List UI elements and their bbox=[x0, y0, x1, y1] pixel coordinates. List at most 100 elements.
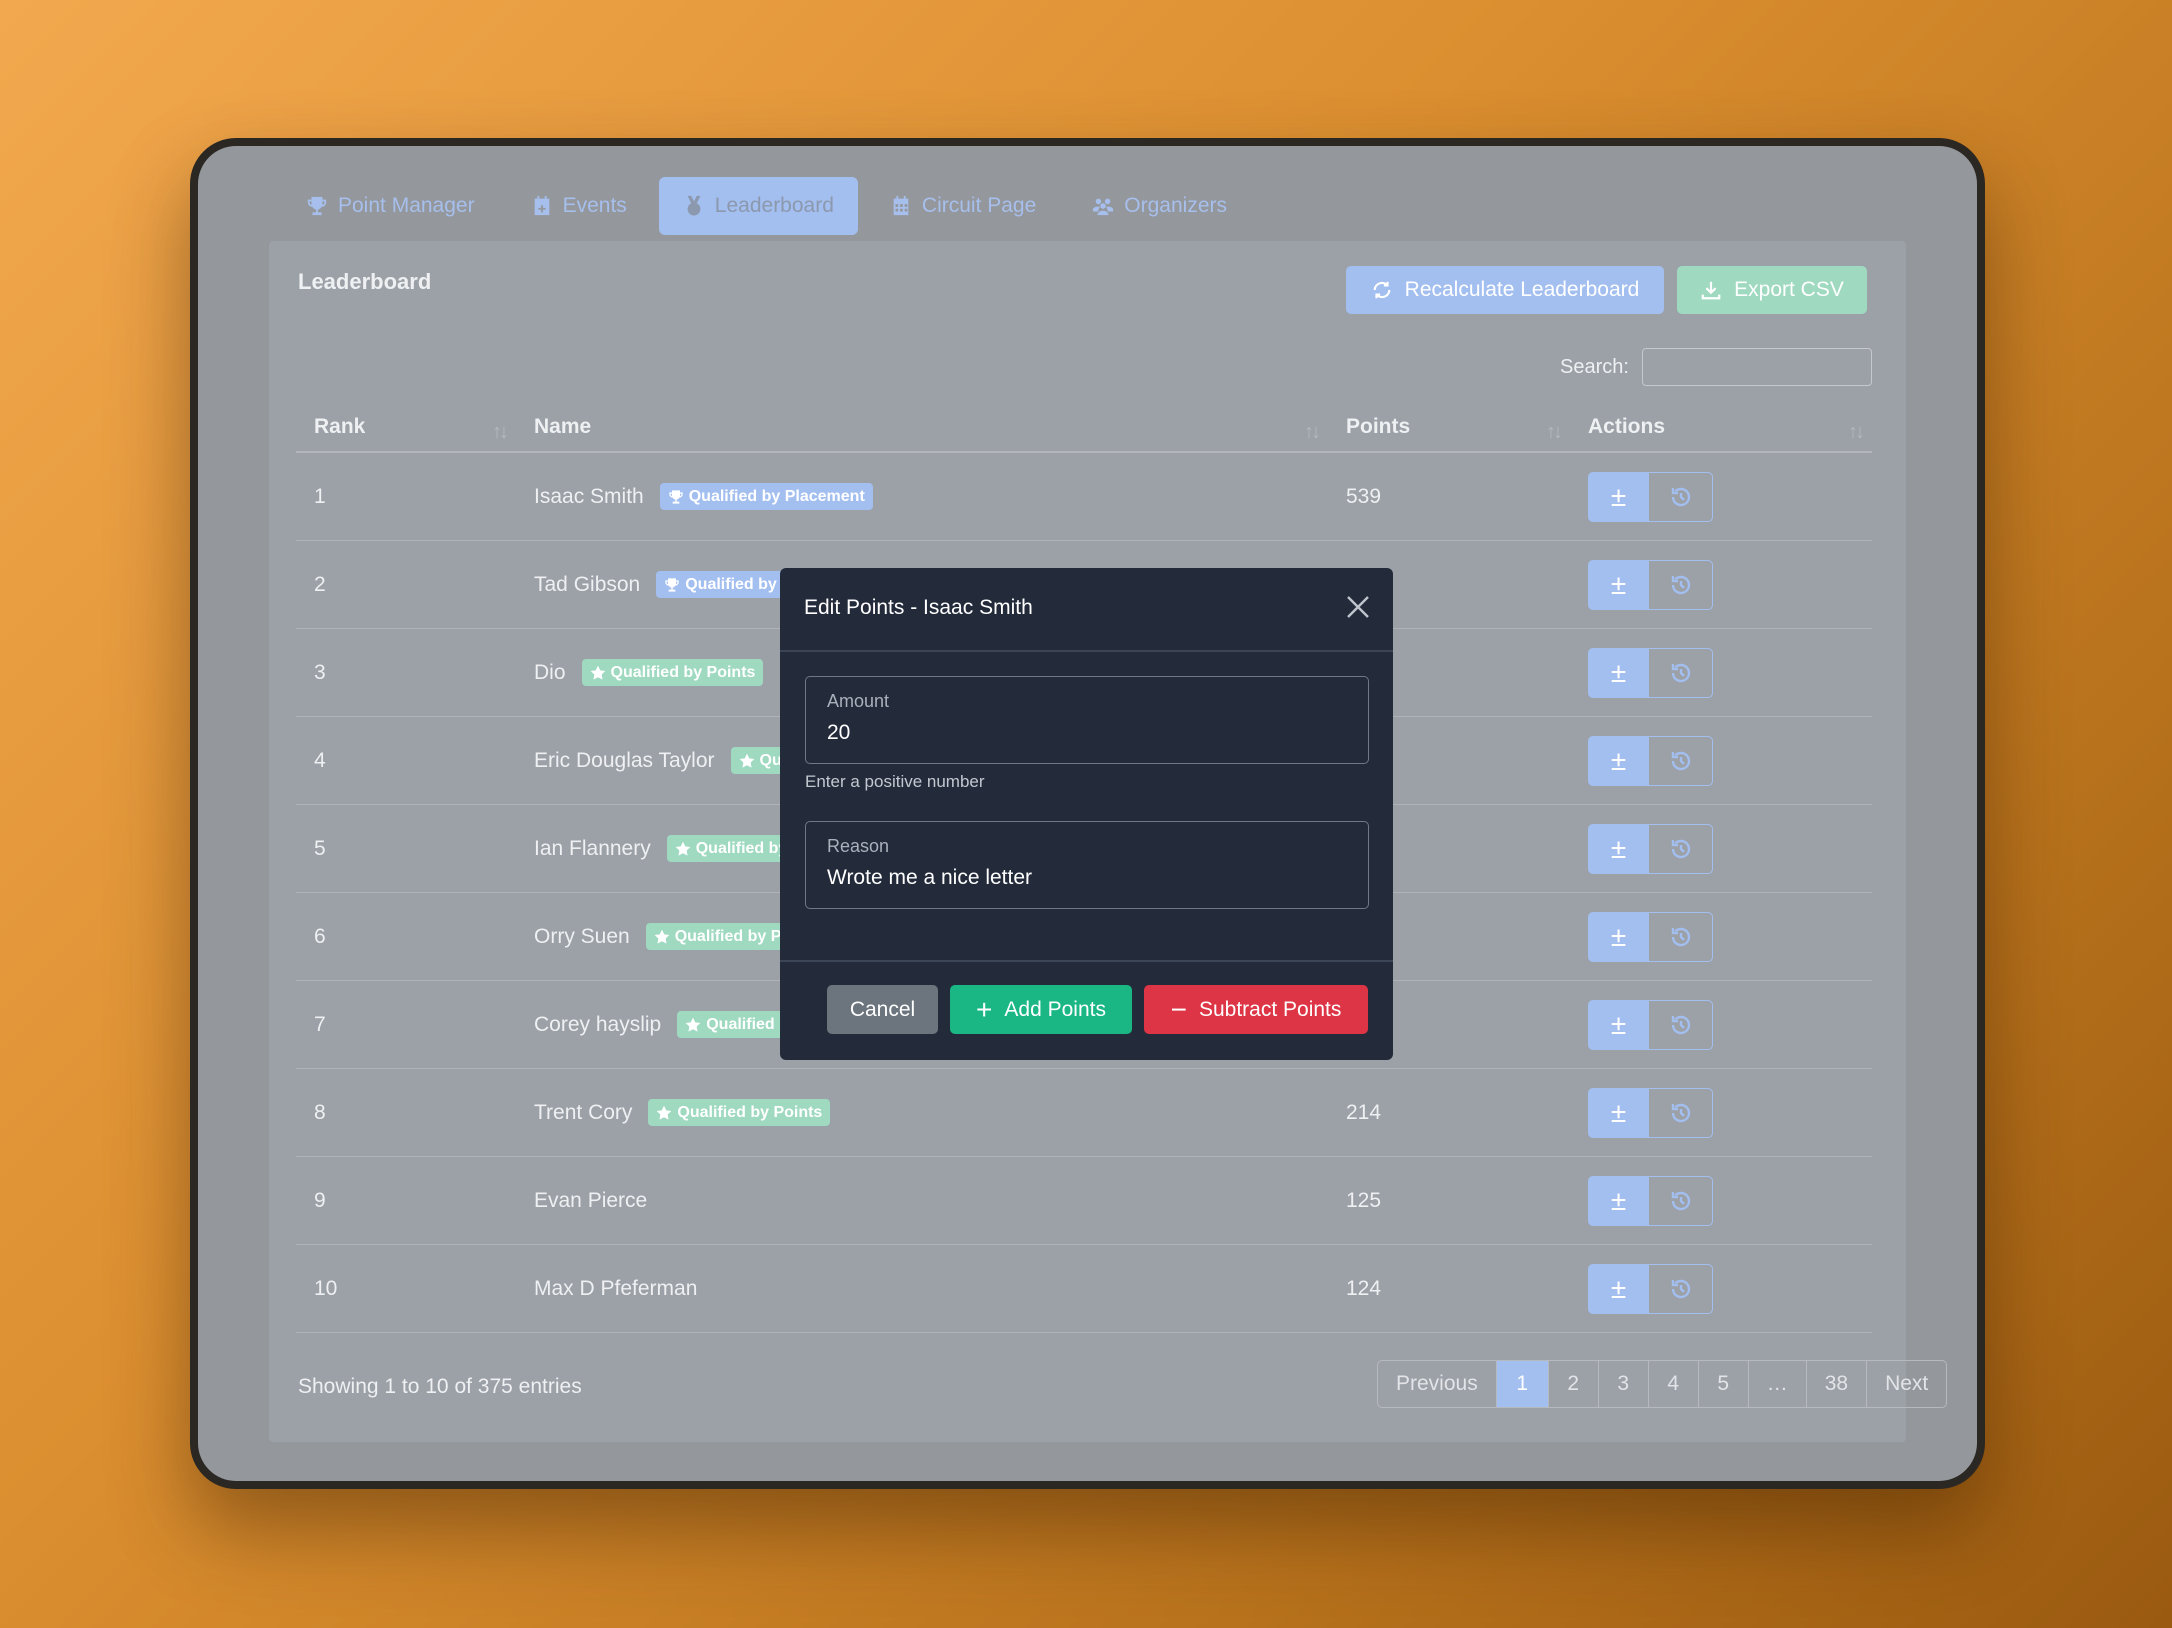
tab-leaderboard[interactable]: Leaderboard bbox=[658, 177, 858, 235]
edit-points-button[interactable]: ± bbox=[1588, 471, 1649, 522]
plus-icon: + bbox=[976, 993, 993, 1025]
rank-cell: 3 bbox=[314, 660, 326, 684]
column-label: Rank bbox=[314, 415, 366, 438]
history-button[interactable] bbox=[1649, 735, 1713, 786]
player-name: Eric Douglas Taylor bbox=[534, 748, 715, 772]
history-icon bbox=[1671, 1191, 1690, 1210]
search-input[interactable] bbox=[1642, 348, 1872, 386]
player-name: Tad Gibson bbox=[534, 572, 641, 596]
trophy-icon bbox=[669, 489, 683, 504]
next-page-button[interactable]: Next bbox=[1885, 1372, 1929, 1395]
actions-cell: ± bbox=[1570, 823, 1872, 874]
player-name: Evan Pierce bbox=[534, 1188, 648, 1212]
reason-field[interactable]: Reason Wrote me a nice letter bbox=[805, 821, 1369, 909]
export-csv-button[interactable]: Export CSV bbox=[1677, 266, 1867, 314]
plus-minus-icon: ± bbox=[1610, 744, 1627, 776]
page-button[interactable]: 38 bbox=[1807, 1361, 1868, 1407]
modal-header-divider bbox=[780, 650, 1393, 652]
history-button[interactable] bbox=[1649, 471, 1713, 522]
actions-cell: ± bbox=[1570, 647, 1872, 698]
search-label: Search: bbox=[1560, 356, 1629, 378]
edit-points-button[interactable]: ± bbox=[1588, 911, 1649, 962]
star-icon bbox=[590, 665, 605, 680]
column-header-rank[interactable]: Rank ↑↓ bbox=[296, 401, 516, 451]
tab-organizers[interactable]: Organizers bbox=[1068, 177, 1251, 235]
edit-points-button[interactable]: ± bbox=[1588, 647, 1649, 698]
history-icon bbox=[1671, 487, 1690, 506]
tab-label: Leaderboard bbox=[714, 194, 834, 217]
history-button[interactable] bbox=[1649, 911, 1713, 962]
name-cell: Isaac Smith Qualified by Placement bbox=[516, 483, 1328, 510]
subtract-points-button[interactable]: − Subtract Points bbox=[1144, 985, 1368, 1034]
player-name: Max D Pfeferman bbox=[534, 1276, 698, 1300]
star-icon bbox=[654, 929, 670, 944]
history-button[interactable] bbox=[1649, 647, 1713, 698]
column-header-name[interactable]: Name ↑↓ bbox=[516, 401, 1328, 451]
actions-cell: ± bbox=[1570, 1175, 1872, 1226]
tab-label: Organizers bbox=[1124, 194, 1227, 217]
edit-points-button[interactable]: ± bbox=[1588, 559, 1649, 610]
page-button[interactable]: 3 bbox=[1599, 1361, 1649, 1407]
calendar-plus-icon bbox=[534, 195, 549, 216]
edit-points-button[interactable]: ± bbox=[1588, 1263, 1649, 1314]
plus-minus-icon: ± bbox=[1610, 832, 1627, 864]
history-button[interactable] bbox=[1649, 559, 1713, 610]
star-icon bbox=[685, 1017, 701, 1032]
page-button[interactable]: 4 bbox=[1649, 1361, 1699, 1407]
history-button[interactable] bbox=[1649, 1087, 1713, 1138]
actions-cell: ± bbox=[1570, 559, 1872, 610]
history-icon bbox=[1671, 839, 1690, 858]
page-button[interactable]: 1 bbox=[1496, 1361, 1549, 1407]
history-icon bbox=[1671, 1279, 1690, 1298]
history-button[interactable] bbox=[1649, 1175, 1713, 1226]
rank-cell: 9 bbox=[314, 1188, 326, 1212]
edit-points-button[interactable]: ± bbox=[1588, 823, 1649, 874]
star-icon bbox=[675, 841, 691, 856]
pagination-ellipsis: … bbox=[1749, 1361, 1807, 1407]
history-button[interactable] bbox=[1649, 999, 1713, 1050]
history-button[interactable] bbox=[1649, 1263, 1713, 1314]
cancel-button[interactable]: Cancel bbox=[827, 985, 938, 1034]
edit-points-button[interactable]: ± bbox=[1588, 735, 1649, 786]
add-points-button[interactable]: + Add Points bbox=[950, 985, 1132, 1034]
edit-points-modal: Edit Points - Isaac Smith Amount 20 Ente… bbox=[780, 568, 1393, 1060]
modal-title: Edit Points - Isaac Smith bbox=[804, 596, 1033, 619]
actions-cell: ± bbox=[1570, 911, 1872, 962]
recalculate-leaderboard-button[interactable]: Recalculate Leaderboard bbox=[1346, 266, 1664, 314]
amount-label: Amount bbox=[827, 691, 890, 711]
column-label: Name bbox=[534, 415, 592, 438]
previous-page-button[interactable]: Previous bbox=[1378, 1361, 1497, 1407]
plus-minus-icon: ± bbox=[1610, 568, 1627, 600]
edit-points-button[interactable]: ± bbox=[1588, 999, 1649, 1050]
medal-icon bbox=[687, 195, 701, 216]
history-button[interactable] bbox=[1649, 823, 1713, 874]
trophy-icon bbox=[665, 577, 679, 592]
card-title: Leaderboard bbox=[298, 269, 432, 294]
plus-minus-icon: ± bbox=[1610, 656, 1627, 688]
rank-cell: 1 bbox=[314, 484, 326, 508]
player-name: Isaac Smith bbox=[534, 484, 644, 508]
tab-point-manager[interactable]: Point Manager bbox=[282, 177, 499, 235]
device-frame: Point Manager Events Leaderboard Circuit… bbox=[190, 138, 1985, 1489]
points-cell: 125 bbox=[1346, 1188, 1382, 1212]
calendar-icon bbox=[893, 195, 909, 216]
pagination: Previous 1 2 3 4 5… 38 Next bbox=[1377, 1360, 1948, 1408]
star-icon bbox=[657, 1105, 672, 1120]
page-button[interactable]: 2 bbox=[1549, 1361, 1599, 1407]
edit-points-button[interactable]: ± bbox=[1588, 1175, 1649, 1226]
top-nav: Point Manager Events Leaderboard Circuit… bbox=[198, 146, 1251, 266]
table-header: Rank ↑↓ Name ↑↓ Points ↑↓ Actions ↑↓ bbox=[296, 401, 1872, 453]
column-header-points[interactable]: Points ↑↓ bbox=[1328, 401, 1570, 451]
edit-points-button[interactable]: ± bbox=[1588, 1087, 1649, 1138]
table-row: 8 Trent Cory Qualified by Points 214 ± bbox=[296, 1069, 1872, 1157]
actions-cell: ± bbox=[1570, 1087, 1872, 1138]
column-header-actions[interactable]: Actions ↑↓ bbox=[1570, 401, 1872, 451]
button-label: Recalculate Leaderboard bbox=[1404, 278, 1640, 301]
rank-cell: 4 bbox=[314, 748, 326, 772]
page-button[interactable]: 5 bbox=[1699, 1361, 1749, 1407]
amount-field[interactable]: Amount 20 bbox=[805, 676, 1369, 764]
tab-events[interactable]: Events bbox=[507, 177, 651, 235]
tab-circuit-page[interactable]: Circuit Page bbox=[866, 177, 1060, 235]
close-button[interactable] bbox=[1345, 594, 1371, 620]
player-name: Ian Flannery bbox=[534, 836, 651, 860]
